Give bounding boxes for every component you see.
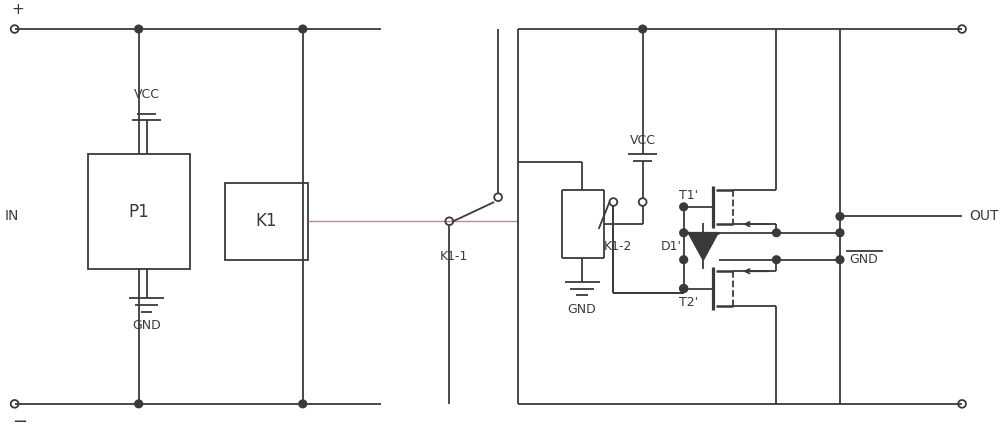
Circle shape [773, 229, 780, 236]
Circle shape [135, 400, 143, 408]
Circle shape [836, 256, 844, 264]
Circle shape [836, 229, 844, 236]
Text: K1: K1 [255, 212, 277, 230]
Circle shape [299, 400, 307, 408]
Circle shape [836, 213, 844, 220]
Circle shape [680, 284, 688, 292]
Bar [225, 183, 308, 260]
Text: VCC: VCC [134, 88, 160, 101]
Text: VCC: VCC [630, 134, 656, 147]
Text: K1-1: K1-1 [440, 250, 468, 263]
Text: GND: GND [568, 303, 596, 316]
Circle shape [680, 284, 688, 292]
Text: T1': T1' [679, 189, 698, 202]
Polygon shape [689, 233, 718, 260]
Circle shape [680, 229, 688, 236]
Circle shape [299, 25, 307, 33]
Text: IN: IN [5, 210, 19, 223]
Circle shape [680, 256, 688, 264]
Text: −: − [12, 414, 27, 431]
Text: P1: P1 [129, 203, 150, 221]
Text: K1-2: K1-2 [604, 240, 632, 253]
Circle shape [639, 25, 647, 33]
Text: GND: GND [132, 319, 161, 332]
Text: OUT: OUT [969, 210, 998, 223]
Bar [88, 154, 190, 269]
Text: GND: GND [850, 253, 878, 266]
Circle shape [135, 25, 143, 33]
Text: T2': T2' [679, 297, 698, 310]
Text: +: + [12, 3, 24, 17]
Circle shape [680, 203, 688, 211]
Text: D1': D1' [661, 240, 682, 253]
Circle shape [773, 256, 780, 264]
